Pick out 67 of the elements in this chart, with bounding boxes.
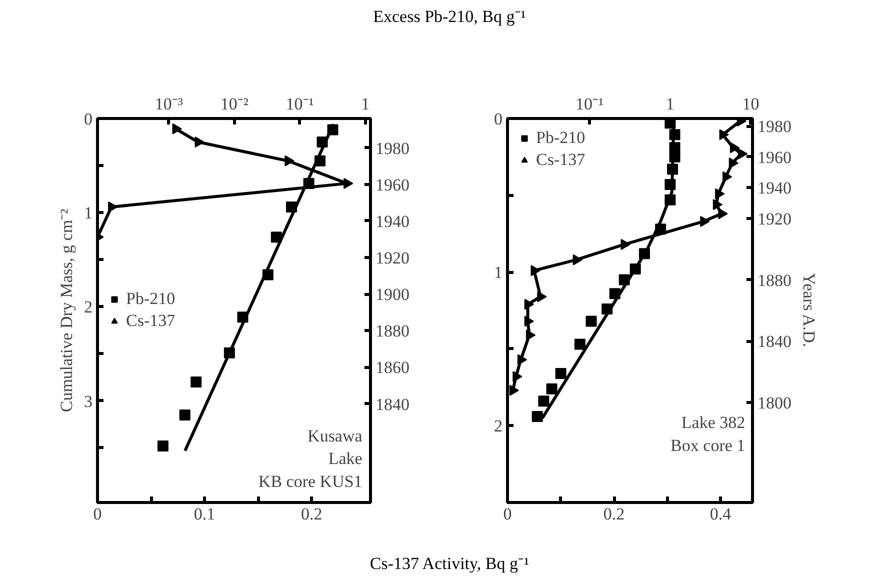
y-tick-label: 1 [494,263,502,282]
y2-tick-label: 1860 [376,358,410,378]
x2-tick-label: 10⁻¹ [576,94,604,114]
y2-tick-label: 1880 [376,322,410,341]
x-tick-label: 0.2 [300,504,322,524]
point [712,199,723,210]
y-tick-label: 0 [84,110,92,128]
point [530,265,540,276]
point [526,330,536,341]
x2-tick-label: 1 [361,94,370,114]
y2-tick-label: 1980 [376,138,410,158]
y2-axis-title: Years A.D. [800,272,818,348]
x2-axis-title: Excess Pb-210, Bq g⁻¹ [373,6,526,28]
x2-tick-label: 10 [742,94,760,114]
y2-tick-label: 1900 [376,285,410,304]
point [344,178,354,189]
point [284,155,294,166]
point [718,208,728,220]
point [512,371,522,382]
y2-tick-label: 1840 [758,332,792,352]
x2-tick-label: 1 [666,94,674,114]
x2-tick-label: 10⁻³ [154,94,184,114]
y2-tick-label: 1840 [376,394,410,414]
legend-label: Pb-210 [536,128,586,148]
x-tick-label: 0.1 [194,504,216,524]
point [730,142,740,154]
y2-tick-label: 1960 [376,175,410,194]
y-tick-label: 2 [494,416,502,436]
legend-label: Cs-137 [126,311,176,331]
y2-tick-label: 1940 [376,212,410,231]
x2-tick-label: 10⁻¹ [286,94,314,114]
point [738,148,748,160]
x-tick-label: 0.4 [710,504,732,524]
x2-tick-label: 10⁻² [220,94,248,114]
point [537,291,547,302]
y-tick-label: 1 [84,204,92,223]
annotation: Lake 382 Box core 1 [670,413,746,455]
point [108,201,118,212]
point [722,171,732,182]
point [524,316,534,327]
y2-tick-label: 1960 [758,148,792,167]
point [509,384,520,396]
point [700,216,710,227]
y2-tick-label: 1880 [758,270,792,290]
y2-tick-label: 1800 [758,394,792,413]
y-tick-label: 2 [84,298,92,317]
point [719,129,729,140]
point [620,238,630,250]
annotation: Kusawa Lake KB core KUS1 [258,426,363,491]
y-tick-label: 0 [494,110,502,128]
x-tick-label: 0.2 [603,504,625,524]
y-tick-label: 3 [84,392,92,411]
point [194,136,204,148]
y2-tick-label: 1920 [758,209,792,228]
point [715,188,725,200]
point [728,158,739,169]
point [572,254,582,266]
y-axis-title: Cumulative Dry Mass, g cm⁻² [57,208,76,412]
point [517,354,528,366]
legend-label: Cs-137 [536,150,586,170]
y2-tick-label: 1980 [758,117,792,136]
legend-label: Pb-210 [126,289,176,309]
point [524,298,534,310]
point [172,123,182,134]
y2-tick-label: 1940 [758,178,792,198]
x-axis-title: Cs-137 Activity, Bq g⁻¹ [370,553,530,575]
y2-tick-label: 1920 [376,248,410,268]
